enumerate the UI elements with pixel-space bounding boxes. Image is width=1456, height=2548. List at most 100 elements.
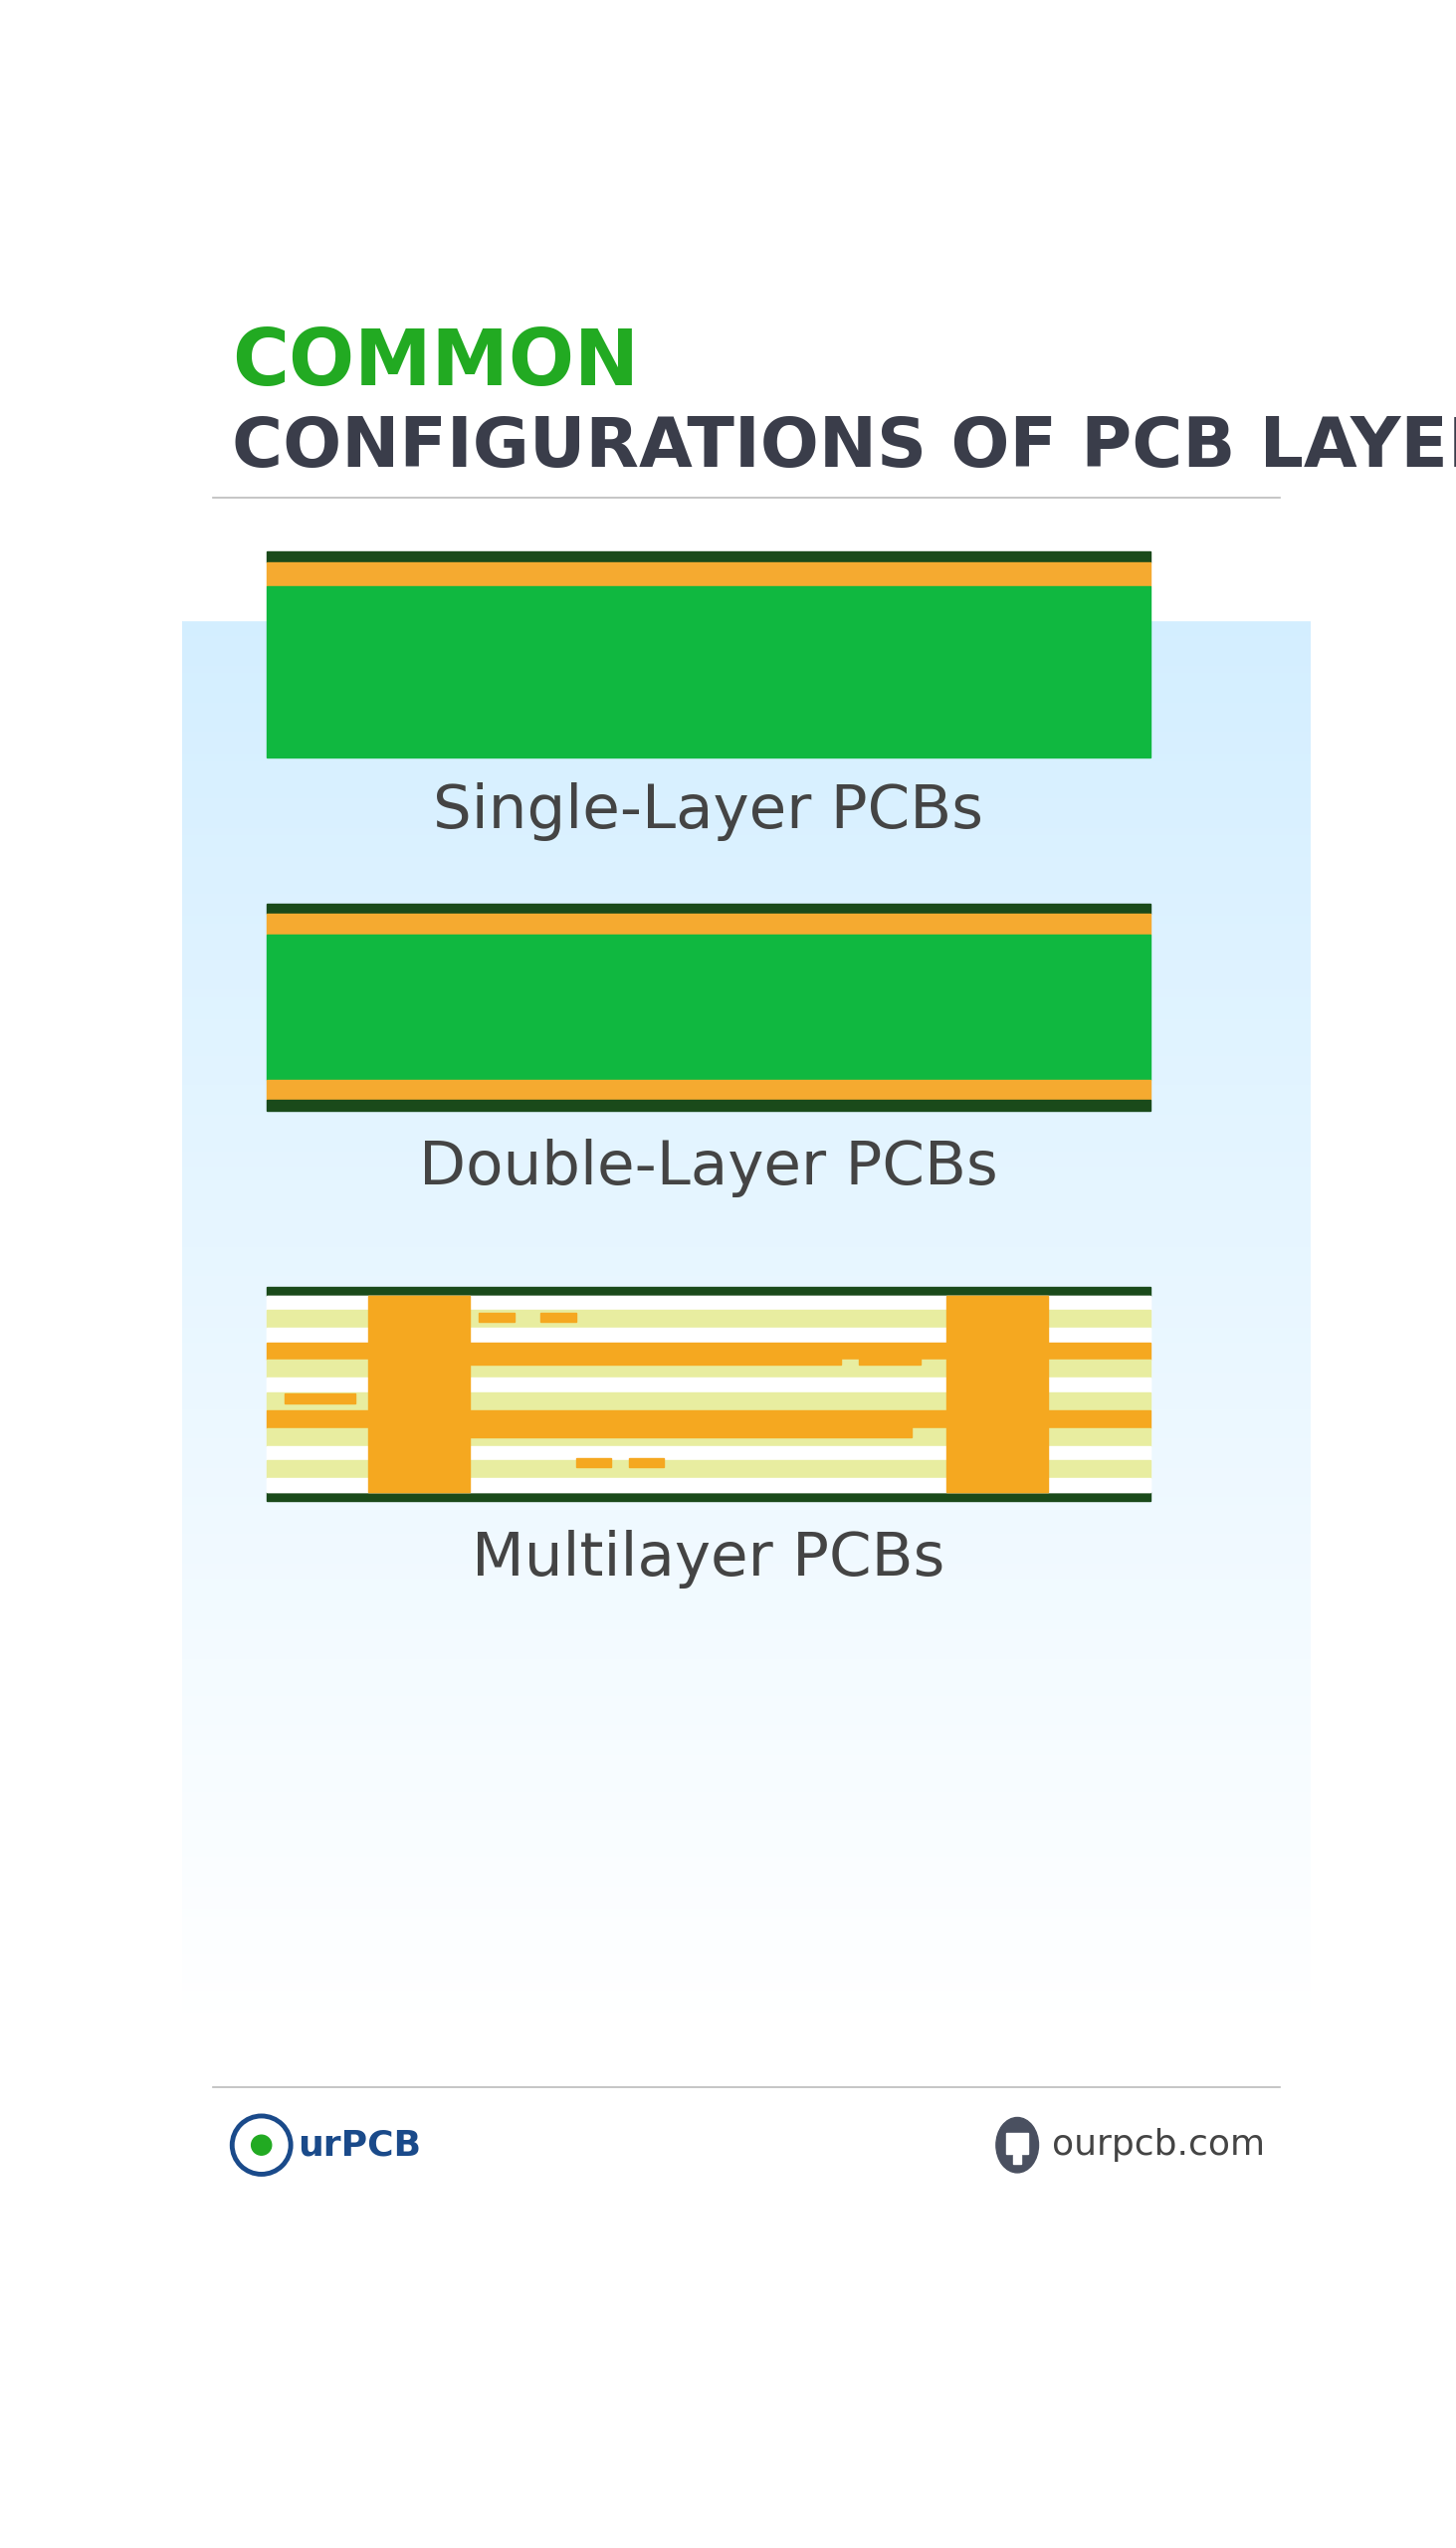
- Bar: [182, 1715, 1310, 1722]
- Bar: [182, 1621, 1310, 1628]
- Bar: [182, 958, 1310, 966]
- Bar: [182, 1157, 1310, 1164]
- Bar: [182, 1246, 1310, 1254]
- Bar: [182, 1847, 1310, 1855]
- Bar: [182, 1671, 1310, 1679]
- Bar: [182, 1047, 1310, 1055]
- Bar: [470, 1422, 911, 1437]
- Bar: [182, 591, 1310, 599]
- Bar: [182, 1835, 1310, 1842]
- Bar: [182, 1457, 1310, 1465]
- Bar: [182, 1121, 1310, 1126]
- Bar: [266, 1343, 1150, 1361]
- Bar: [182, 795, 1310, 803]
- Bar: [182, 775, 1310, 782]
- Bar: [182, 1598, 1310, 1605]
- Bar: [182, 1465, 1310, 1473]
- Bar: [540, 1312, 577, 1322]
- Bar: [182, 1613, 1310, 1621]
- Bar: [368, 1297, 470, 1493]
- Text: CONFIGURATIONS OF PCB LAYERS: CONFIGURATIONS OF PCB LAYERS: [232, 415, 1456, 482]
- Bar: [629, 1457, 664, 1468]
- Bar: [182, 752, 1310, 759]
- Bar: [266, 550, 1150, 563]
- Bar: [182, 1929, 1310, 1936]
- Bar: [182, 818, 1310, 826]
- Bar: [182, 678, 1310, 685]
- Bar: [182, 2010, 1310, 2018]
- Bar: [470, 1350, 842, 1366]
- Bar: [182, 1200, 1310, 1208]
- Bar: [182, 1694, 1310, 1702]
- Bar: [266, 905, 1150, 915]
- Bar: [182, 1060, 1310, 1068]
- Bar: [182, 1274, 1310, 1282]
- Bar: [182, 1577, 1310, 1582]
- Bar: [182, 685, 1310, 693]
- Bar: [182, 2033, 1310, 2268]
- Bar: [182, 1952, 1310, 1959]
- Bar: [182, 1570, 1310, 1577]
- Bar: [182, 1142, 1310, 1149]
- Bar: [182, 989, 1310, 994]
- Bar: [182, 1914, 1310, 1921]
- Bar: [182, 1180, 1310, 1187]
- Bar: [182, 1429, 1310, 1437]
- Bar: [182, 1378, 1310, 1384]
- Bar: [266, 1378, 1150, 1391]
- Bar: [182, 1320, 1310, 1325]
- Bar: [368, 1297, 470, 1493]
- Bar: [182, 1812, 1310, 1819]
- Bar: [182, 1827, 1310, 1835]
- Bar: [1013, 2156, 1021, 2163]
- Bar: [182, 1901, 1310, 1908]
- Bar: [182, 708, 1310, 716]
- Bar: [182, 935, 1310, 943]
- Bar: [182, 927, 1310, 935]
- Bar: [182, 619, 1310, 627]
- Bar: [182, 724, 1310, 731]
- Bar: [182, 2018, 1310, 2026]
- Bar: [182, 915, 1310, 922]
- Bar: [182, 841, 1310, 848]
- Bar: [182, 1679, 1310, 1687]
- Bar: [182, 634, 1310, 642]
- Bar: [182, 1406, 1310, 1414]
- Bar: [182, 1562, 1310, 1570]
- Bar: [182, 1649, 1310, 1656]
- Bar: [479, 1312, 514, 1322]
- Bar: [182, 1083, 1310, 1091]
- Bar: [266, 1478, 1150, 1493]
- Bar: [182, 966, 1310, 973]
- Bar: [182, 861, 1310, 869]
- Bar: [182, 1936, 1310, 1944]
- Bar: [266, 1297, 1150, 1310]
- Bar: [182, 1091, 1310, 1098]
- Bar: [182, 1531, 1310, 1539]
- Bar: [266, 1080, 1150, 1101]
- Bar: [182, 1266, 1310, 1274]
- Text: Multilayer PCBs: Multilayer PCBs: [472, 1529, 945, 1587]
- Bar: [182, 1605, 1310, 1613]
- Bar: [182, 627, 1310, 634]
- Bar: [182, 1921, 1310, 1929]
- Bar: [182, 1590, 1310, 1598]
- Bar: [182, 650, 1310, 657]
- Bar: [182, 759, 1310, 767]
- Bar: [182, 1878, 1310, 1886]
- Bar: [266, 1361, 1150, 1378]
- Bar: [182, 1664, 1310, 1671]
- Bar: [182, 833, 1310, 841]
- Text: Double-Layer PCBs: Double-Layer PCBs: [419, 1139, 997, 1198]
- Bar: [182, 1503, 1310, 1511]
- Bar: [182, 1399, 1310, 1406]
- Bar: [182, 731, 1310, 736]
- Bar: [182, 1893, 1310, 1901]
- Bar: [946, 1297, 1048, 1493]
- Bar: [182, 306, 1310, 619]
- Bar: [182, 1098, 1310, 1106]
- Bar: [182, 1134, 1310, 1142]
- Bar: [182, 1524, 1310, 1531]
- Bar: [266, 563, 1150, 586]
- Bar: [182, 1126, 1310, 1134]
